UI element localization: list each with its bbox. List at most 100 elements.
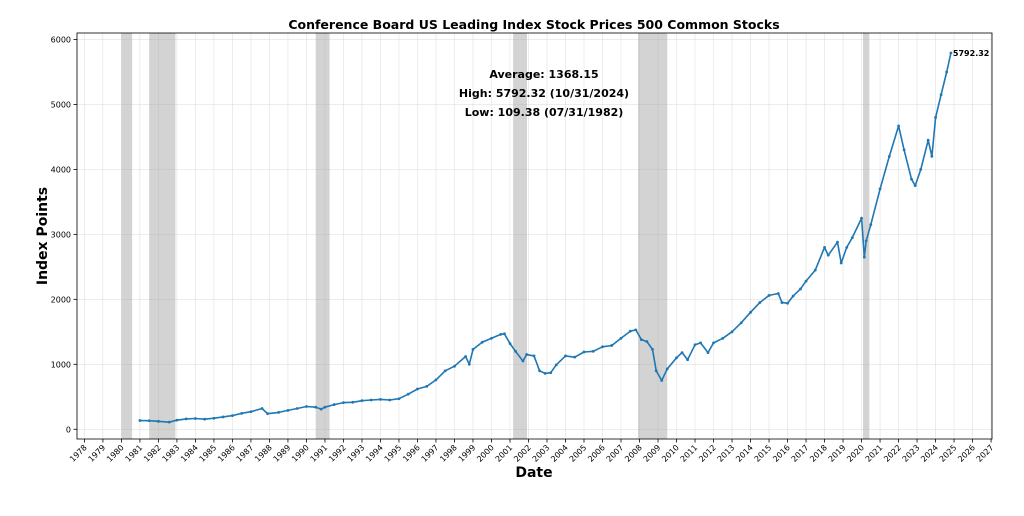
data-point <box>799 287 802 291</box>
y-ticks: 0 1000 2000 3000 4000 5000 6000 <box>51 35 77 434</box>
y-axis-label: Index Points <box>35 187 51 285</box>
y-tick-label: 3000 <box>51 230 71 239</box>
data-point <box>203 417 207 421</box>
x-tick-label: 2010 <box>660 443 681 464</box>
data-point <box>503 332 506 336</box>
data-point <box>739 321 743 325</box>
data-point <box>554 363 558 367</box>
data-point <box>897 124 900 128</box>
data-point <box>564 354 567 358</box>
data-point <box>675 356 678 360</box>
data-point <box>693 343 697 347</box>
data-point <box>573 355 577 359</box>
data-point <box>791 294 795 298</box>
data-point <box>887 155 891 158</box>
data-point <box>467 362 471 366</box>
data-point <box>249 410 253 414</box>
x-tick-label: 2017 <box>790 443 811 464</box>
data-point <box>934 116 937 119</box>
grid <box>77 33 992 439</box>
data-point <box>826 253 830 257</box>
data-point <box>786 301 789 305</box>
data-point <box>532 354 536 358</box>
recession-bands <box>121 33 870 439</box>
data-point <box>860 216 863 220</box>
x-ticks: 1978197919801981198219831984198519861987… <box>68 439 995 464</box>
series-layer <box>138 51 953 424</box>
x-tick-label: 1996 <box>401 443 422 464</box>
data-point <box>464 355 467 358</box>
x-tick-label: 1984 <box>179 443 200 464</box>
y-tick-label: 0 <box>66 425 71 434</box>
y-tick-label: 2000 <box>51 295 71 304</box>
x-tick-label: 1988 <box>253 443 274 464</box>
series-line-0 <box>139 52 952 424</box>
recession-band-5 <box>863 33 870 439</box>
data-point <box>319 407 323 411</box>
x-tick-label: 2015 <box>753 443 774 464</box>
x-tick-label: 2020 <box>845 443 866 464</box>
data-point <box>654 369 658 373</box>
data-point <box>538 369 541 373</box>
data-point <box>645 340 649 343</box>
data-point <box>845 245 849 249</box>
x-tick-label: 2027 <box>975 443 996 464</box>
x-tick-label: 2012 <box>697 443 718 464</box>
data-point <box>850 236 854 240</box>
recession-band-4 <box>638 33 668 439</box>
data-point <box>147 419 151 423</box>
data-point <box>839 261 843 265</box>
data-point <box>910 177 913 181</box>
data-point <box>434 378 438 382</box>
data-point <box>836 240 839 244</box>
data-point <box>543 371 547 375</box>
data-point <box>939 93 943 97</box>
data-point <box>651 347 654 351</box>
x-tick-label: 1999 <box>457 443 478 464</box>
data-point <box>221 415 225 419</box>
data-point <box>628 329 632 333</box>
x-tick-label: 1983 <box>161 443 182 464</box>
x-tick-label: 2016 <box>771 443 792 464</box>
data-point <box>342 401 345 405</box>
data-point <box>406 392 410 396</box>
recession-band-1 <box>149 33 176 439</box>
data-point <box>591 349 595 353</box>
stat-average: Average: 1368.15 <box>489 68 598 81</box>
x-tick-label: 1992 <box>327 443 348 464</box>
data-point <box>864 239 868 243</box>
data-point <box>712 341 715 345</box>
data-point <box>305 405 308 408</box>
data-point <box>388 398 392 402</box>
data-point <box>804 279 808 283</box>
data-point <box>869 223 873 227</box>
data-point <box>443 369 447 373</box>
y-tick-label: 6000 <box>51 35 71 44</box>
data-point <box>425 384 429 388</box>
data-point <box>926 138 930 142</box>
data-point <box>730 330 734 334</box>
x-tick-label: 1982 <box>142 443 163 464</box>
data-point <box>699 341 702 345</box>
x-tick-label: 2022 <box>882 443 903 464</box>
x-tick-label: 2002 <box>512 443 533 464</box>
x-tick-label: 1989 <box>272 443 293 464</box>
x-tick-label: 2021 <box>864 443 885 464</box>
data-point <box>416 387 419 391</box>
data-point <box>471 347 475 351</box>
end-value-label: 5792.32 <box>953 49 989 58</box>
data-point <box>862 255 866 259</box>
x-tick-label: 1986 <box>216 443 237 464</box>
data-point <box>525 353 529 356</box>
x-tick-label: 2013 <box>716 443 737 464</box>
data-point <box>397 397 401 401</box>
data-point <box>619 336 623 340</box>
data-point <box>360 399 364 403</box>
data-point <box>902 148 906 152</box>
data-point <box>351 400 355 404</box>
x-tick-label: 2003 <box>531 443 552 464</box>
data-point <box>138 419 142 422</box>
data-point <box>286 409 290 412</box>
x-tick-label: 2025 <box>938 443 959 464</box>
x-tick-label: 2001 <box>494 443 515 464</box>
